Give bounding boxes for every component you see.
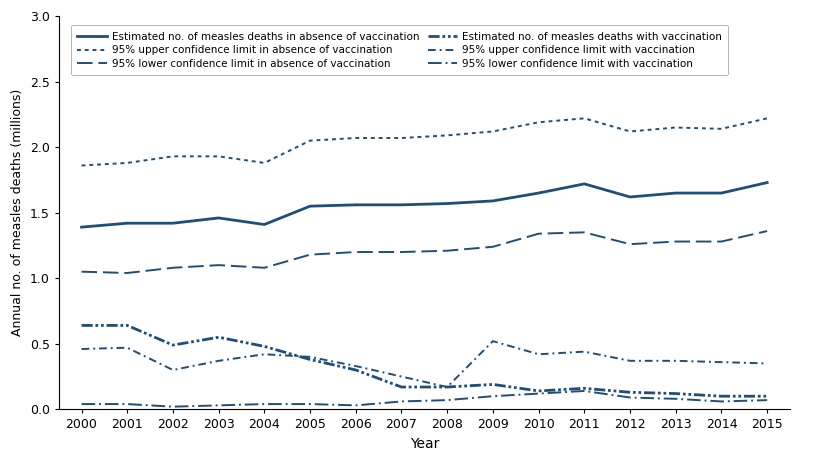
X-axis label: Year: Year — [409, 437, 438, 451]
Y-axis label: Annual no. of measles deaths (millions): Annual no. of measles deaths (millions) — [11, 89, 24, 336]
Legend: Estimated no. of measles deaths in absence of vaccination, 95% upper confidence : Estimated no. of measles deaths in absen… — [71, 25, 727, 75]
